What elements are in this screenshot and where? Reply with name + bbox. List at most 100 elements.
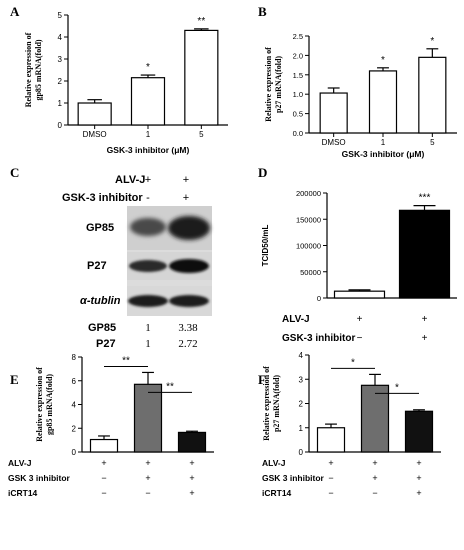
- y-tick-label: 2: [58, 77, 63, 86]
- y-axis-title: Relative expression of: [264, 47, 273, 122]
- y-axis-title: Relative expression of: [35, 367, 44, 442]
- condition-sign: +: [372, 458, 377, 468]
- y-tick-label: 3: [58, 55, 63, 64]
- y-tick-label: 1: [299, 424, 304, 433]
- condition-label: ALV-J: [262, 458, 286, 468]
- x-tick-label: 1: [146, 130, 151, 139]
- y-tick-label: 0: [58, 121, 63, 130]
- condition-sign: −: [372, 488, 377, 498]
- y-tick-label: 150000: [296, 215, 321, 224]
- quant-value: 2.72: [178, 338, 197, 350]
- y-axis-title-line2: gp85 mRNA(fold): [45, 374, 54, 435]
- panel-letter-c: C: [10, 165, 19, 180]
- condition-sign: −: [328, 488, 333, 498]
- significance-label: *: [395, 382, 399, 393]
- condition-label: iCRT14: [262, 488, 292, 498]
- band-tubulin-lane2: [169, 295, 209, 307]
- significance-label: **: [197, 16, 205, 27]
- condition-sign: +: [416, 473, 421, 483]
- significance-label: *: [381, 55, 385, 66]
- y-tick-label: 0: [317, 294, 321, 303]
- y-tick-label: 0.5: [293, 110, 303, 119]
- condition-sign: +: [416, 458, 421, 468]
- panel-letter-b: B: [258, 4, 267, 19]
- band-label-tubulin: α-tublin: [80, 295, 121, 307]
- y-tick-label: 4: [299, 351, 304, 360]
- y-tick-label: 2.0: [293, 51, 303, 60]
- chart-f-p27-icrt14: 0 1 2 3 4 Relative expression of p27 mRNA(fold…: [262, 351, 441, 498]
- band-p27-lane2: [169, 259, 209, 273]
- condition-sign: +: [328, 458, 333, 468]
- band-label-gp85: GP85: [86, 222, 114, 234]
- y-tick-label: 100000: [296, 242, 321, 251]
- band-tubulin-lane1: [128, 295, 168, 307]
- condition-sign: −: [101, 473, 106, 483]
- y-tick-label: 0: [72, 448, 77, 457]
- y-axis-title: Relative expression of: [262, 366, 271, 441]
- quant-label-gp85: GP85: [88, 322, 116, 334]
- band-p27-lane1: [129, 260, 167, 272]
- band-gp85-lane1: [130, 218, 166, 236]
- x-tick-label: DMSO: [322, 138, 346, 147]
- quant-value: 1: [145, 338, 151, 350]
- bar: [77, 102, 112, 126]
- condition-sign: −: [328, 473, 333, 483]
- y-tick-label: 0.0: [293, 129, 303, 138]
- x-axis-title: GSK-3 inhibitor (μM): [342, 149, 425, 159]
- condition-sign: −: [357, 333, 363, 344]
- significance-label: *: [351, 357, 355, 368]
- chart-a-gp85-dose: 0 1 2 3 4 5 Relative expression of gp85 mRNA(fo…: [24, 11, 228, 155]
- bar: [177, 431, 207, 453]
- bar: [184, 29, 219, 126]
- condition-label: iCRT14: [8, 488, 38, 498]
- condition-sign: +: [422, 333, 428, 344]
- condition-label: GSK 3 inhibitor: [8, 473, 71, 483]
- condition-sign: +: [145, 473, 150, 483]
- x-tick-label: 1: [381, 138, 386, 147]
- x-axis-title: GSK-3 inhibitor (μM): [107, 145, 190, 155]
- y-tick-label: 1.5: [293, 71, 303, 80]
- panel-letter-f: F: [258, 372, 266, 387]
- y-axis-title: Relative expression of: [24, 32, 33, 107]
- y-tick-label: 4: [72, 401, 77, 410]
- significance-label: **: [166, 381, 174, 392]
- y-tick-label: 8: [72, 353, 77, 362]
- blot-sign: +: [145, 174, 151, 186]
- quant-value: 3.38: [178, 322, 198, 334]
- band-gp85-lane2: [168, 216, 210, 240]
- bar: [89, 438, 119, 453]
- blot-sign: +: [183, 174, 189, 186]
- chart-e-gp85-icrt14: 0 2 4 6 8 Relative expression of gp85 mRNA(fol…: [8, 353, 214, 498]
- blot-sign: -: [146, 192, 150, 204]
- panel-letter-e: E: [10, 372, 19, 387]
- x-tick-label: 5: [430, 138, 435, 147]
- condition-sign: −: [101, 488, 106, 498]
- x-tick-label: 5: [199, 130, 204, 139]
- bar: [319, 92, 348, 134]
- blot-header-gsk3: GSK-3 inhibitor: [62, 192, 143, 204]
- significance-label: *: [146, 62, 150, 73]
- western-blot-panel: ALV-J GSK-3 inhibitor + + - + GP85 P27 α…: [62, 174, 212, 350]
- condition-label: GSK-3 inhibitor: [282, 333, 355, 344]
- y-tick-label: 2: [299, 400, 304, 409]
- bar: [333, 290, 386, 299]
- significance-label: *: [430, 36, 434, 47]
- y-axis-title-line2: p27 mRNA(fold): [272, 375, 281, 432]
- condition-label: ALV-J: [8, 458, 32, 468]
- y-tick-label: 50000: [300, 268, 321, 277]
- condition-sign: +: [145, 458, 150, 468]
- condition-sign: +: [189, 488, 194, 498]
- y-tick-label: 2.5: [293, 32, 303, 41]
- bar: [398, 209, 451, 299]
- y-tick-label: 5: [58, 11, 63, 20]
- condition-sign: +: [101, 458, 106, 468]
- x-tick-label: DMSO: [83, 130, 107, 139]
- y-tick-label: 1: [58, 99, 63, 108]
- y-tick-label: 0: [299, 448, 304, 457]
- chart-b-p27-dose: 0.0 0.5 1.0 1.5 2.0 2.5 Relative expression of…: [264, 32, 457, 159]
- y-tick-label: 6: [72, 377, 77, 386]
- bar: [418, 56, 447, 134]
- bar: [316, 427, 346, 453]
- y-axis-title-line2: p27 mRNA(fold): [274, 56, 283, 113]
- bar: [360, 384, 390, 453]
